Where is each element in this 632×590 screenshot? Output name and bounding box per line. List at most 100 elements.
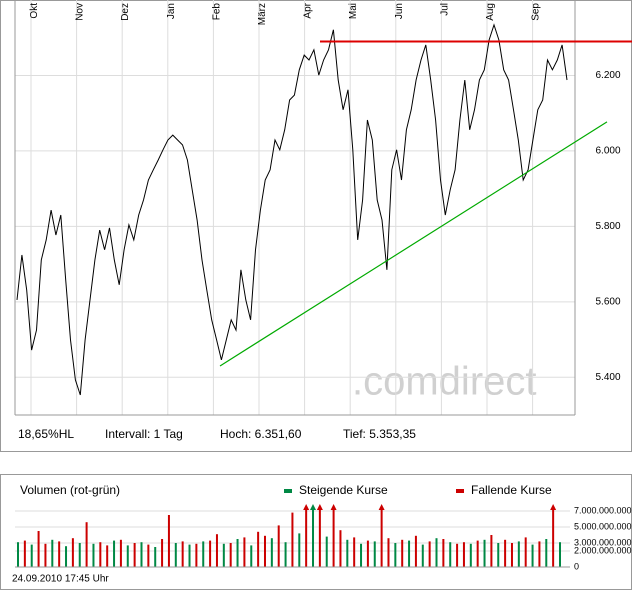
overflow-arrow bbox=[316, 504, 323, 510]
volume-bar bbox=[366, 540, 369, 567]
volume-bar bbox=[30, 544, 33, 567]
volume-bar bbox=[202, 541, 205, 567]
volume-title: Volumen (rot-grün) bbox=[20, 483, 120, 497]
volume-bar bbox=[181, 541, 184, 567]
y-tick-label: 5.600 bbox=[595, 296, 620, 307]
volume-bar bbox=[85, 522, 88, 567]
volume-bar bbox=[360, 543, 363, 567]
volume-bar bbox=[332, 507, 335, 567]
volume-bar bbox=[37, 531, 40, 567]
y-tick-label: 5.800 bbox=[595, 221, 620, 232]
volume-bar bbox=[456, 543, 459, 567]
volume-bar bbox=[490, 535, 493, 567]
volume-bar bbox=[339, 530, 342, 567]
volume-bar bbox=[106, 545, 109, 567]
volume-bar bbox=[23, 540, 26, 567]
month-label: Feb bbox=[211, 3, 222, 21]
volume-bar bbox=[346, 539, 349, 567]
volume-bar bbox=[373, 541, 376, 567]
volume-bar bbox=[442, 539, 445, 567]
volume-bar bbox=[229, 543, 232, 567]
y-tick-label: 5.000.000.000 bbox=[574, 521, 632, 531]
y-tick-label: 2.000.000.000 bbox=[574, 545, 632, 555]
legend-swatch bbox=[456, 489, 464, 493]
overflow-arrow bbox=[378, 504, 385, 510]
y-tick-label: 6.200 bbox=[595, 70, 620, 81]
trend-line bbox=[219, 121, 608, 367]
volume-bar bbox=[380, 507, 383, 567]
volume-bar bbox=[462, 542, 465, 567]
y-tick-label: 5.400 bbox=[595, 372, 620, 383]
month-label: Apr bbox=[303, 2, 314, 18]
y-tick-label: 7.000.000.000 bbox=[574, 505, 632, 515]
volume-bar bbox=[250, 545, 253, 567]
volume-bar bbox=[174, 543, 177, 567]
volume-bar bbox=[408, 540, 411, 567]
volume-bar bbox=[504, 539, 507, 567]
volume-bar bbox=[270, 538, 273, 567]
volume-bar bbox=[257, 531, 260, 567]
month-label: März bbox=[257, 3, 268, 25]
volume-bar bbox=[559, 542, 561, 567]
volume-bar bbox=[195, 543, 198, 567]
volume-bar bbox=[188, 544, 191, 567]
legend-swatch bbox=[284, 489, 292, 493]
month-label: Sep bbox=[531, 3, 542, 21]
volume-bar bbox=[435, 538, 438, 567]
volume-bar bbox=[133, 543, 136, 567]
info-text: Intervall: 1 Tag bbox=[105, 427, 183, 441]
volume-bar bbox=[387, 538, 390, 567]
volume-bar bbox=[71, 538, 74, 567]
volume-bar bbox=[215, 534, 218, 567]
month-label: Jun bbox=[394, 3, 405, 19]
overflow-arrow bbox=[303, 504, 310, 510]
watermark: .comdirect bbox=[352, 360, 537, 404]
volume-bar bbox=[312, 507, 315, 567]
volume-bar bbox=[147, 544, 150, 567]
legend-label: Steigende Kurse bbox=[299, 483, 388, 497]
overflow-arrow bbox=[310, 504, 317, 510]
y-tick-label: 0 bbox=[574, 561, 579, 571]
volume-bar bbox=[209, 540, 212, 567]
volume-bar bbox=[78, 543, 81, 567]
volume-bar bbox=[58, 541, 61, 567]
y-tick-label: 6.000 bbox=[595, 146, 620, 157]
month-label: Nov bbox=[75, 3, 86, 21]
volume-bar bbox=[394, 543, 397, 567]
volume-bar bbox=[154, 547, 157, 567]
month-label: Mai bbox=[348, 3, 359, 19]
volume-bar bbox=[353, 537, 356, 567]
volume-bar bbox=[222, 543, 225, 567]
volume-bar bbox=[428, 541, 431, 567]
volume-bar bbox=[298, 533, 301, 567]
volume-bar bbox=[284, 542, 287, 567]
volume-bar bbox=[99, 542, 102, 567]
volume-bar bbox=[497, 543, 500, 567]
volume-bar bbox=[263, 535, 266, 567]
volume-bar bbox=[92, 543, 95, 567]
month-label: Aug bbox=[485, 3, 496, 21]
overflow-arrow bbox=[550, 504, 557, 510]
timestamp: 24.09.2010 17:45 Uhr bbox=[12, 574, 109, 585]
volume-bar bbox=[167, 515, 170, 567]
volume-bar bbox=[140, 542, 143, 567]
month-label: Dez bbox=[120, 3, 131, 21]
volume-bar bbox=[161, 539, 164, 567]
month-label: Jul bbox=[439, 3, 450, 16]
legend-label: Fallende Kurse bbox=[471, 483, 552, 497]
volume-bar bbox=[476, 540, 479, 567]
volume-bar bbox=[414, 535, 417, 567]
volume-bar bbox=[44, 543, 47, 567]
info-text: Tief: 5.353,35 bbox=[343, 427, 416, 441]
volume-bar bbox=[552, 507, 555, 567]
month-label: Jan bbox=[166, 3, 177, 19]
volume-bar bbox=[483, 539, 486, 567]
volume-bar bbox=[51, 539, 54, 567]
volume-bar bbox=[545, 539, 548, 567]
volume-bar bbox=[510, 543, 513, 567]
volume-bar bbox=[277, 525, 280, 567]
volume-bar bbox=[469, 543, 472, 567]
volume-bar bbox=[126, 545, 129, 567]
overflow-arrow bbox=[330, 504, 337, 510]
volume-bar bbox=[531, 544, 534, 567]
